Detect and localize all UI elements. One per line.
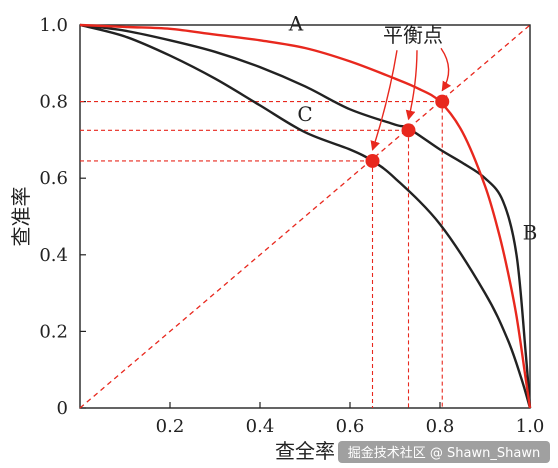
curve-label-a: A (288, 12, 304, 36)
x-tick-label: 1.0 (516, 416, 545, 437)
break-even-point (401, 123, 416, 138)
y-tick-label: 0.6 (39, 168, 68, 189)
break-even-annotation: 平衡点 (383, 23, 443, 47)
break-even-point (365, 153, 380, 168)
x-tick-label: 0.8 (426, 416, 455, 437)
annotation-arrow (370, 50, 398, 151)
diagonal-line (79, 24, 531, 409)
plot-frame (79, 24, 531, 409)
y-tick-label: 0.8 (39, 92, 68, 113)
y-tick-label: 0 (57, 398, 68, 419)
y-axis-label: 查准率 (9, 187, 33, 247)
x-tick-label: 0.2 (156, 416, 185, 437)
y-tick-label: 0.2 (39, 321, 68, 342)
x-tick-label: 0.6 (336, 416, 365, 437)
curve-c (79, 23, 532, 409)
annotation-arrow (440, 47, 452, 92)
curve-a (79, 23, 532, 409)
y-tick-label: 0.4 (39, 245, 68, 266)
break-even-point (435, 94, 450, 109)
y-tick-label: 1.0 (39, 15, 68, 36)
curve-label-c: C (297, 102, 312, 126)
annotation-arrow (405, 50, 418, 121)
curve-label-b: B (523, 220, 538, 244)
watermark-background (338, 441, 550, 463)
x-axis-label: 查全率 (275, 439, 335, 463)
x-tick-label: 0.4 (246, 416, 275, 437)
watermark: 掘金技术社区 @ Shawn_Shawn (348, 445, 540, 461)
